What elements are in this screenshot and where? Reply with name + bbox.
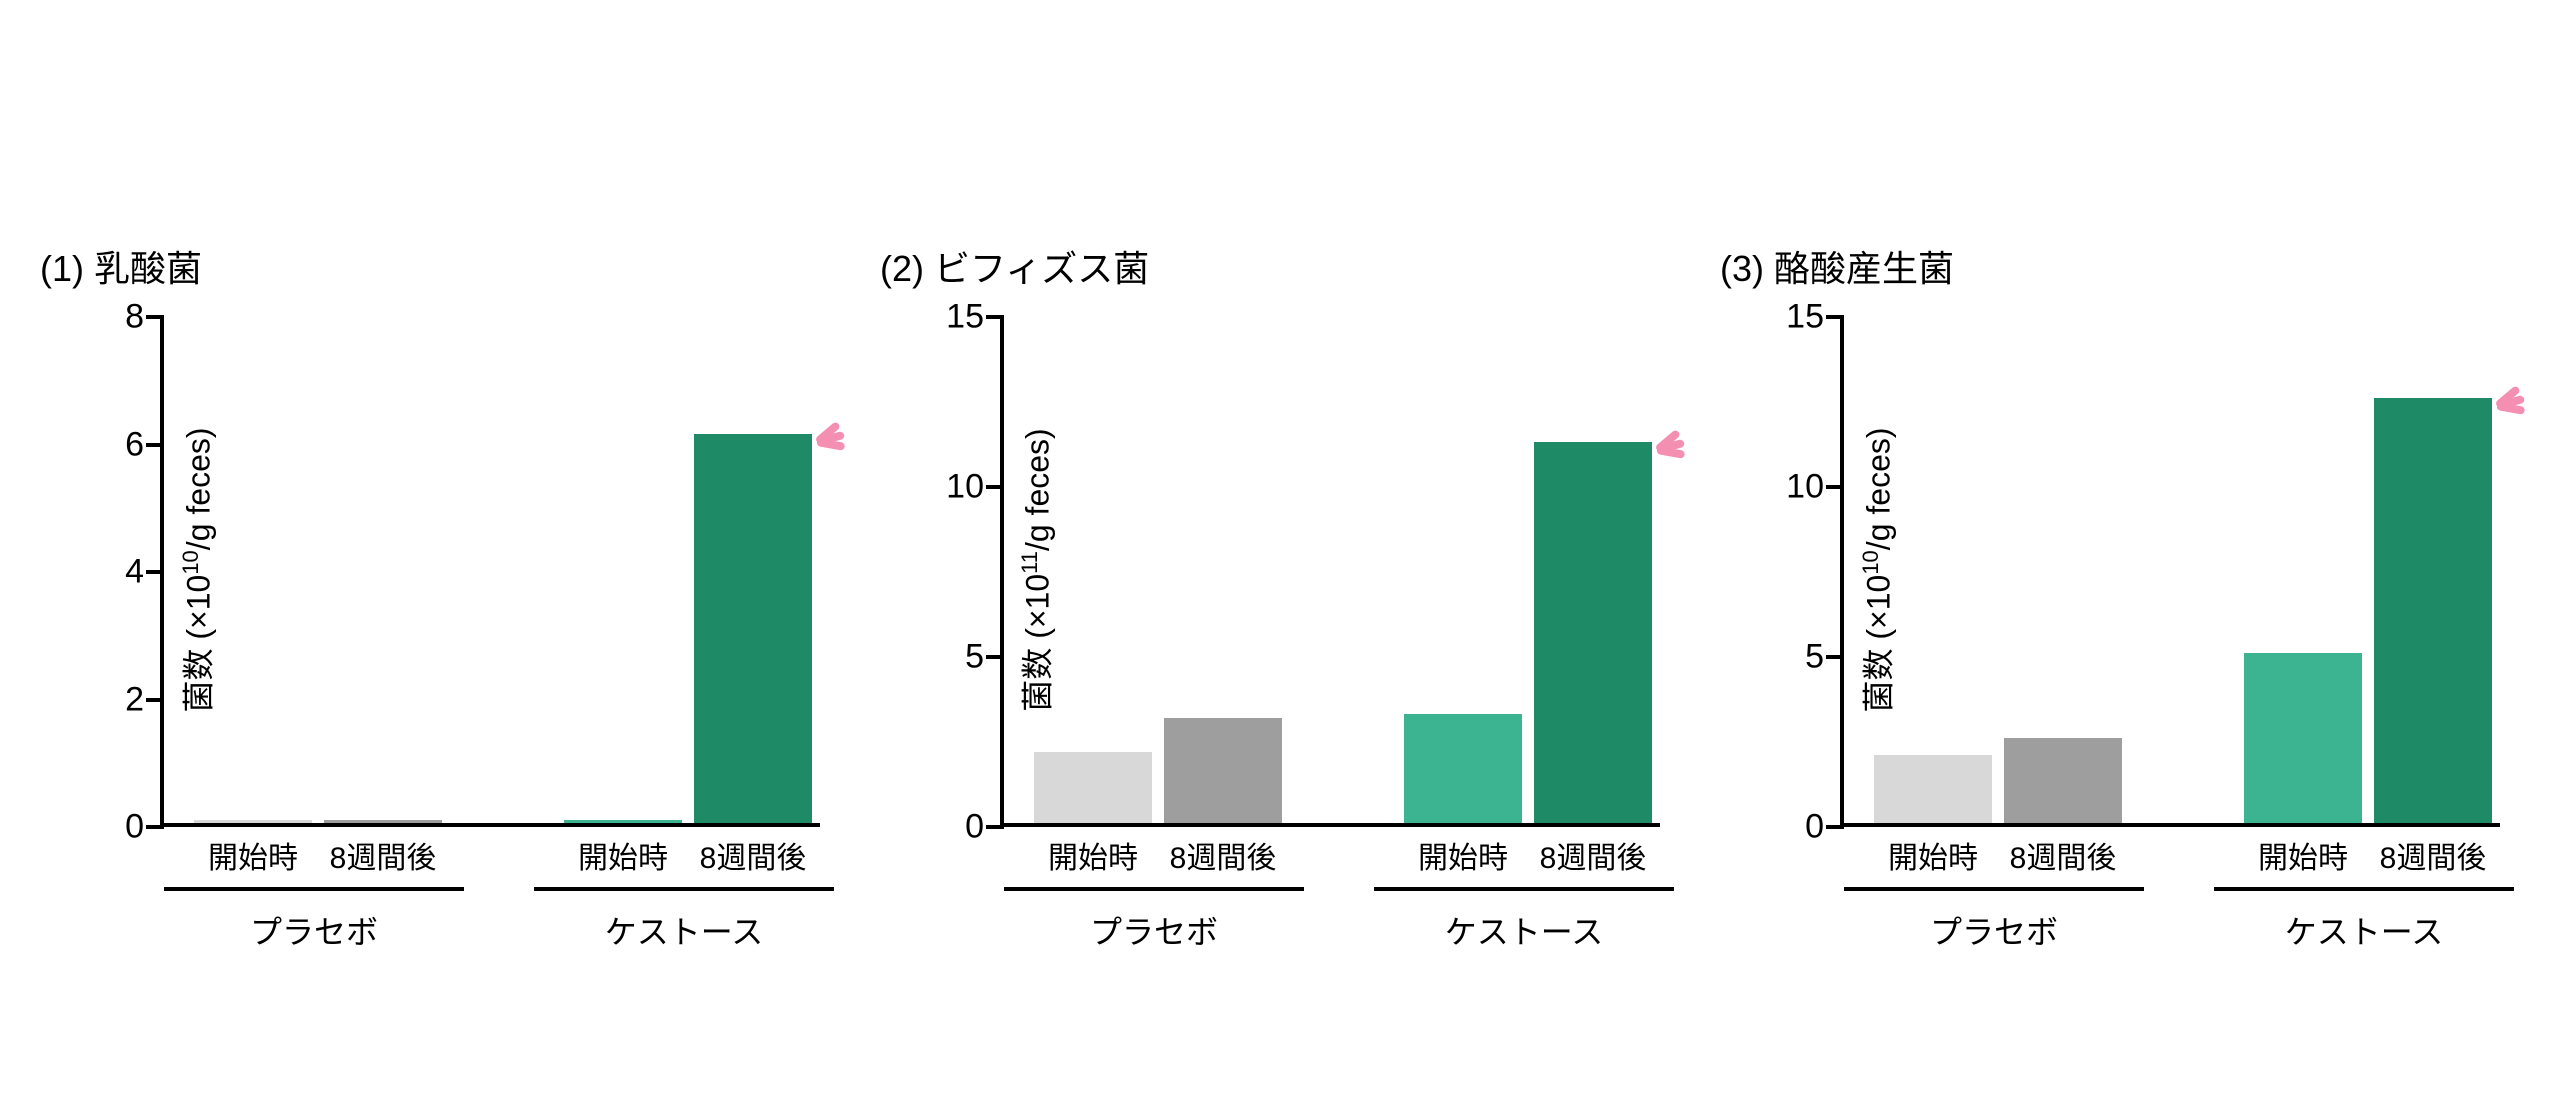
ytick [1826, 655, 1844, 659]
emphasis-icon [817, 408, 877, 468]
ytick-label: 10 [944, 468, 984, 507]
group-underline [1844, 887, 2144, 891]
charts-container: (1) 乳酸菌 菌数 (×1010/g feces) 02468開始時8週間後開… [40, 240, 2520, 827]
xtick-label: 開始時 [2258, 833, 2348, 877]
group-label: ケストース [605, 907, 763, 953]
group-label: プラセボ [1090, 907, 1218, 953]
chart-title-1: (1) 乳酸菌 [40, 240, 840, 292]
ytick-label: 10 [1784, 468, 1824, 507]
bar [1404, 714, 1522, 823]
plot-area-1: 菌数 (×1010/g feces) 02468開始時8週間後開始時8週間後プラ… [160, 317, 820, 827]
ytick-label: 15 [1784, 298, 1824, 337]
xtick-label: 8週間後 [2380, 833, 2487, 877]
xtick-label: 開始時 [1888, 833, 1978, 877]
bar [194, 820, 312, 823]
plot-area-2: 菌数 (×1011/g feces) 051015開始時8週間後開始時8週間後プ… [1000, 317, 1660, 827]
xtick-label: 8週間後 [700, 833, 807, 877]
emphasis-icon [1657, 416, 1717, 476]
ytick-label: 4 [104, 553, 144, 592]
group-underline [534, 887, 834, 891]
xtick-label: 8週間後 [2010, 833, 2117, 877]
bar [2004, 738, 2122, 823]
group-label: ケストース [2285, 907, 2443, 953]
ytick [146, 315, 164, 319]
ytick [146, 825, 164, 829]
bar [694, 434, 812, 823]
ytick-label: 5 [944, 638, 984, 677]
chart-title-3: (3) 酪酸産生菌 [1720, 240, 2520, 292]
ylabel-3: 菌数 (×1010/g feces) [1854, 427, 1900, 712]
xtick-label: 開始時 [208, 833, 298, 877]
bar [564, 820, 682, 823]
bar [1164, 718, 1282, 823]
bar [1534, 442, 1652, 823]
chart-panel-3: (3) 酪酸産生菌 菌数 (×1010/g feces) 051015開始時8週… [1720, 240, 2520, 827]
ytick-label: 0 [1784, 808, 1824, 847]
ytick [1826, 315, 1844, 319]
bar [1034, 752, 1152, 823]
ytick [146, 698, 164, 702]
bar [2374, 398, 2492, 823]
ytick [146, 443, 164, 447]
ytick-label: 0 [104, 808, 144, 847]
group-underline [1374, 887, 1674, 891]
xtick-label: 開始時 [1048, 833, 1138, 877]
xtick-label: 8週間後 [1170, 833, 1277, 877]
chart-title-2: (2) ビフィズス菌 [880, 240, 1680, 292]
ytick-label: 15 [944, 298, 984, 337]
group-underline [2214, 887, 2514, 891]
bar [1874, 755, 1992, 823]
group-label: プラセボ [250, 907, 378, 953]
bar [2244, 653, 2362, 823]
chart-panel-2: (2) ビフィズス菌 菌数 (×1011/g feces) 051015開始時8… [880, 240, 1680, 827]
ytick [986, 315, 1004, 319]
chart-panel-1: (1) 乳酸菌 菌数 (×1010/g feces) 02468開始時8週間後開… [40, 240, 840, 827]
plot-area-3: 菌数 (×1010/g feces) 051015開始時8週間後開始時8週間後プ… [1840, 317, 2500, 827]
bar [324, 820, 442, 823]
xtick-label: 8週間後 [330, 833, 437, 877]
ylabel-1: 菌数 (×1010/g feces) [174, 427, 220, 712]
emphasis-icon [2497, 372, 2557, 432]
ytick-label: 0 [944, 808, 984, 847]
ytick [1826, 485, 1844, 489]
xtick-label: 開始時 [1418, 833, 1508, 877]
ytick [986, 655, 1004, 659]
ylabel-2: 菌数 (×1011/g feces) [1013, 428, 1059, 711]
ytick [986, 485, 1004, 489]
ytick [146, 570, 164, 574]
xtick-label: 8週間後 [1540, 833, 1647, 877]
ytick [986, 825, 1004, 829]
group-underline [164, 887, 464, 891]
ytick-label: 6 [104, 425, 144, 464]
ytick-label: 5 [1784, 638, 1824, 677]
ytick-label: 8 [104, 298, 144, 337]
xtick-label: 開始時 [578, 833, 668, 877]
group-label: ケストース [1445, 907, 1603, 953]
ytick [1826, 825, 1844, 829]
ytick-label: 2 [104, 680, 144, 719]
group-label: プラセボ [1930, 907, 2058, 953]
group-underline [1004, 887, 1304, 891]
